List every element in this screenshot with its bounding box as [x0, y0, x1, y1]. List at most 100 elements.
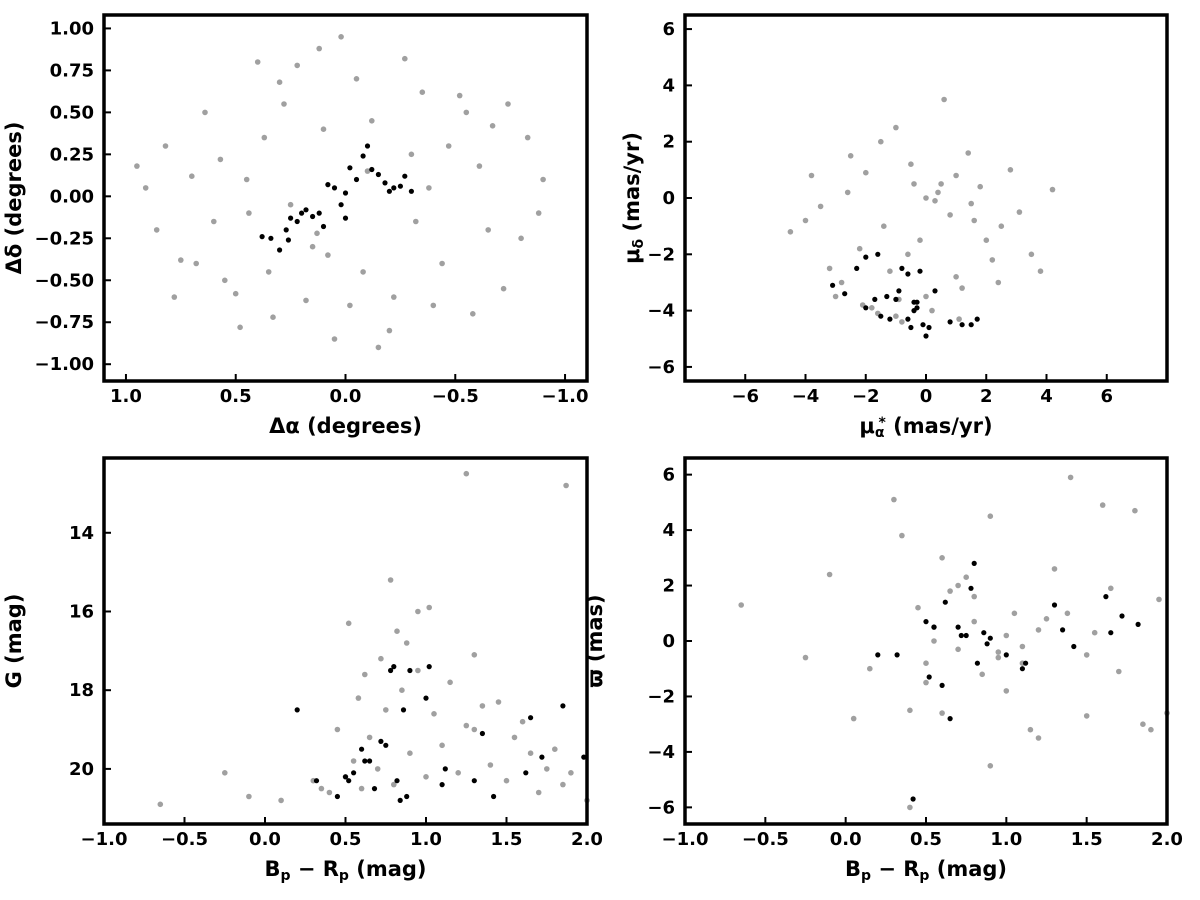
field-star-point [808, 172, 815, 179]
y-tick-label: 18 [69, 680, 94, 701]
x-tick-label: 2 [980, 386, 993, 407]
field-star-point [399, 687, 405, 693]
member-star-point [388, 667, 394, 674]
field-star-point [353, 76, 360, 82]
field-star-point [965, 150, 971, 156]
field-star-point [278, 797, 284, 804]
member-star-point [968, 585, 974, 591]
field-star-point [1011, 610, 1018, 617]
field-star-point [303, 297, 309, 304]
field-star-point [987, 513, 994, 519]
field-star-point [863, 169, 869, 176]
field-star-point [935, 189, 941, 196]
field-star-point [907, 707, 913, 714]
member-star-point [391, 185, 397, 191]
member-star-point [353, 176, 360, 183]
member-star-point [539, 754, 545, 760]
field-star-point [1083, 652, 1090, 658]
member-star-point [926, 324, 932, 331]
x-tick-label: 6 [1100, 386, 1113, 407]
field-star-point [495, 699, 502, 705]
field-star-point [1064, 610, 1071, 617]
field-star-point [881, 223, 887, 229]
member-star-point [378, 738, 384, 745]
x-tick-label: −4 [792, 386, 820, 407]
field-star-point [1027, 726, 1034, 733]
y-tick-label: 6 [662, 19, 675, 40]
x-axis-label: Bp − Rp (mag) [264, 857, 426, 884]
field-star-point [318, 785, 325, 792]
member-star-point [1135, 621, 1141, 628]
x-axis-label-part: μ [859, 414, 874, 438]
x-tick-label: 4 [1040, 386, 1053, 407]
field-star-point [787, 229, 794, 235]
field-star-point [294, 62, 301, 69]
member-star-point [1051, 602, 1058, 608]
x-axis-label-part: − R [871, 857, 919, 881]
member-star-point [313, 778, 320, 784]
member-star-point [364, 143, 371, 149]
member-star-point [404, 793, 410, 800]
y-axis-label: ϖ (mas) [583, 594, 607, 687]
field-star-point [947, 212, 953, 218]
y-tick-label: 0 [662, 631, 675, 652]
member-star-point [1019, 666, 1025, 672]
member-star-point [1023, 660, 1029, 666]
x-axis-label-part: p [280, 868, 290, 884]
field-star-point [439, 260, 445, 267]
member-star-point [351, 770, 357, 776]
member-star-point [914, 299, 920, 305]
field-star-point [1132, 507, 1138, 514]
y-tick-label: −6 [647, 357, 675, 378]
field-star-point [955, 646, 961, 653]
field-star-point [456, 92, 463, 99]
field-star-point [867, 665, 873, 672]
member-star-point [371, 786, 378, 792]
y-tick-label: 6 [662, 465, 675, 486]
x-tick-label: 0 [920, 386, 933, 407]
field-star-point [222, 770, 228, 776]
x-tick-label: 1.5 [491, 829, 523, 850]
field-star-point [844, 189, 851, 196]
field-star-point [387, 577, 394, 583]
field-star-point [887, 268, 893, 275]
member-star-point [987, 635, 993, 641]
field-star-point [987, 763, 994, 769]
field-star-point [983, 237, 990, 243]
field-star-point [1091, 629, 1098, 636]
field-star-point [439, 742, 445, 749]
member-star-point [887, 316, 893, 322]
x-axis-label-part: * [878, 415, 886, 431]
member-star-point [479, 730, 485, 737]
member-star-point [899, 265, 905, 271]
member-star-point [955, 624, 961, 630]
y-tick-label: 4 [662, 520, 675, 541]
member-star-point [439, 782, 445, 788]
field-star-point [423, 774, 429, 780]
member-star-point [958, 632, 964, 639]
field-star-point [953, 172, 959, 179]
x-tick-label: 2.0 [1151, 829, 1183, 850]
y-tick-label: 1.00 [50, 18, 94, 39]
field-star-point [189, 173, 195, 179]
member-star-point [342, 215, 349, 221]
field-star-point [142, 185, 149, 191]
field-star-point [309, 243, 316, 250]
field-star-point [995, 654, 1002, 661]
plot-frame [102, 13, 589, 383]
x-axis-label-part: p [919, 868, 929, 884]
member-star-point [407, 667, 413, 674]
field-star-point [955, 582, 961, 589]
x-tick-label: −1.0 [662, 829, 709, 850]
x-axis-label-part: − R [291, 857, 339, 881]
y-axis-label-part: (mas/yr) [620, 132, 644, 239]
field-star-point [360, 269, 366, 275]
field-star-point [817, 203, 824, 210]
field-star-point [995, 279, 1002, 286]
member-star-point [963, 632, 969, 639]
y-axis-label: G (mag) [2, 594, 26, 689]
field-star-point [476, 163, 483, 169]
field-star-point [134, 163, 140, 169]
field-star-point [407, 750, 413, 756]
x-axis-label-part: (mas/yr) [886, 414, 993, 438]
